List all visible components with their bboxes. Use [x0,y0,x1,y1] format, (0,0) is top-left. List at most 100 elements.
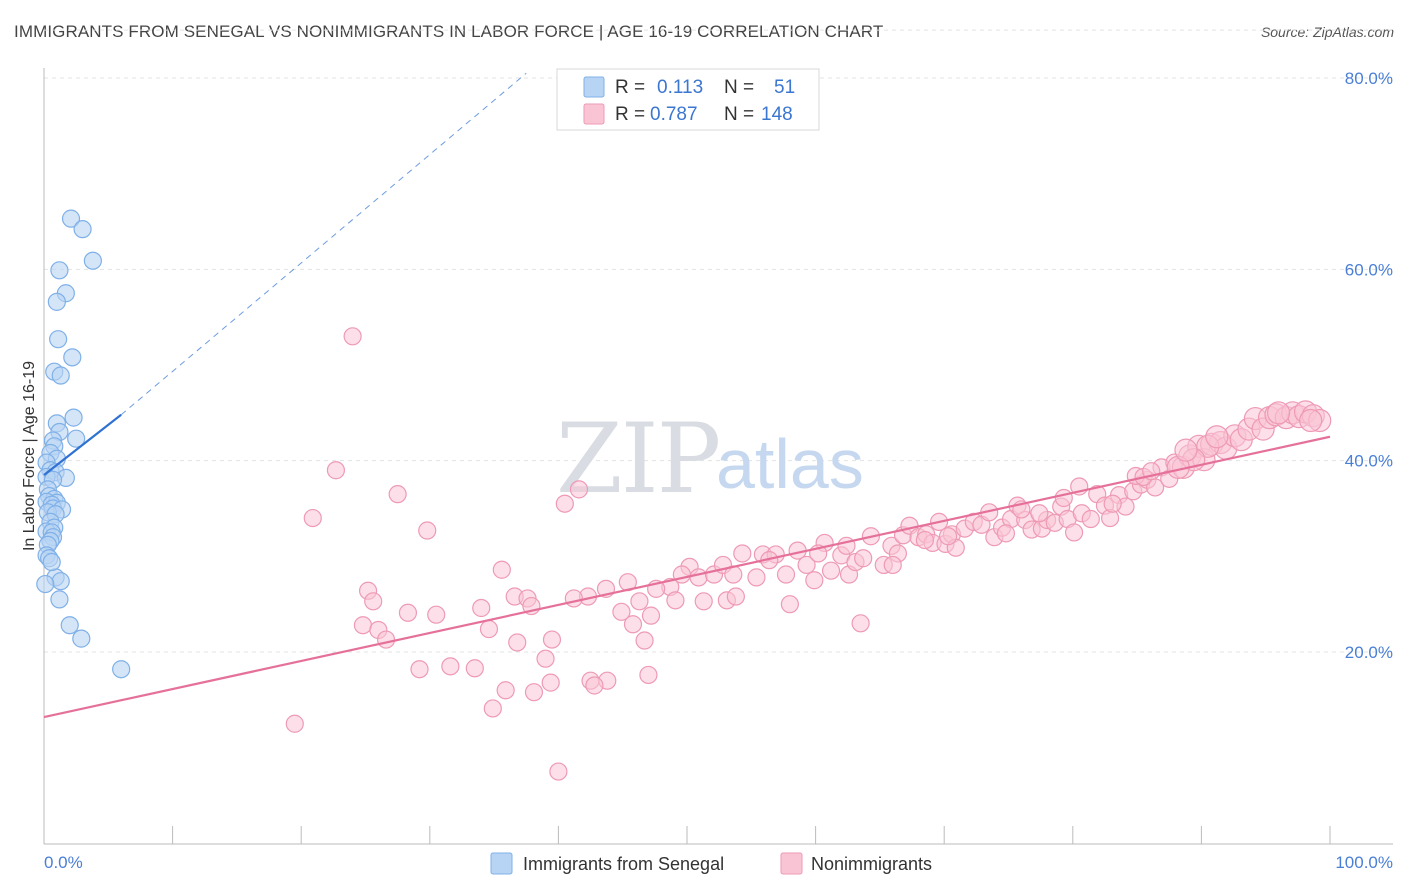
nonimmigrants-point [1103,494,1122,513]
senegal-point [51,572,70,591]
nonimmigrants-point [612,602,631,621]
nonimmigrants-point [496,681,515,700]
senegal-point [50,261,69,280]
senegal-point [83,251,102,270]
y-axis-title: In Labor Force | Age 16-19 [21,361,38,551]
nonimmigrants-points [285,327,1332,781]
senegal-point [42,552,61,572]
nonimmigrants-point [427,605,446,624]
senegal-point [112,660,131,679]
nonimmigrants-point [326,461,346,480]
nonimmigrants-point [938,527,958,546]
nonimmigrants-point [883,555,902,575]
stats-n-label-2: N = [724,104,754,125]
source-label: Source: ZipAtlas.com [1260,24,1394,40]
nonimmigrants-point [639,665,658,685]
nonimmigrants-point [410,660,429,679]
nonimmigrants-point [1081,509,1100,529]
nonimmigrants-point [630,592,649,611]
senegal-points [36,209,131,679]
y-tick-label: 20.0% [1345,643,1393,662]
y-tick-label: 80.0% [1345,69,1393,88]
stats-r-label-2: R = [615,104,645,125]
senegal-trend-line [43,413,122,476]
nonimmigrants-point [797,555,816,575]
nonimmigrants-point [542,630,562,649]
nonimmigrants-point [1174,438,1198,462]
legend-label-senegal: Immigrants from Senegal [523,854,724,874]
nonimmigrants-point [376,630,396,649]
stats-swatch-blue [583,76,605,98]
nonimmigrants-point [564,589,583,608]
legend-item-senegal[interactable]: Immigrants from Senegal [490,852,724,875]
nonimmigrants-point [780,595,799,614]
nonimmigrants-point [483,699,502,718]
nonimmigrants-point [726,587,745,606]
nonimmigrants-point [364,592,383,611]
y-tick-labels: 20.0% 40.0% 60.0% 80.0% [1345,69,1393,662]
nonimmigrants-point [524,683,544,702]
nonimmigrants-point [398,603,418,622]
legend-label-nonimmigrants: Nonimmigrants [811,854,932,874]
nonimmigrants-point [353,616,373,635]
nonimmigrants-point [1205,425,1229,449]
nonimmigrants-point [805,571,824,590]
nonimmigrants-point [418,521,437,540]
nonimmigrants-point [1266,401,1291,425]
stats-box: R = 0.113 N = 51 R = 0.787 N = 148 [556,68,820,131]
stats-n-label-1: N = [724,77,754,98]
nonimmigrants-point [555,494,574,513]
nonimmigrants-point [1064,523,1084,542]
nonimmigrants-point [672,565,691,584]
nonimmigrants-point [472,598,491,618]
senegal-point [50,590,69,609]
nonimmigrants-point [465,659,484,678]
nonimmigrants-point [285,714,304,733]
senegal-point [49,330,68,349]
y-tick-label: 40.0% [1345,452,1393,471]
nonimmigrants-point [441,657,460,676]
senegal-point [51,366,70,385]
stats-swatch-pink [583,103,605,125]
trend-lines [43,72,1331,719]
nonimmigrants-point [854,549,873,568]
senegal-point [63,348,82,367]
senegal-trend-extension [120,72,527,416]
nonimmigrants-point [1030,504,1049,523]
nonimmigrants-point [776,565,796,584]
nonimmigrants-point [821,561,841,580]
nonimmigrants-point [996,524,1016,543]
senegal-point [36,574,55,594]
nonimmigrants-point [343,327,362,346]
senegal-point [60,616,79,635]
x-tick-label-min: 0.0% [44,853,83,872]
stats-r-value-2: 0.787 [650,104,698,125]
nonimmigrants-point [915,530,935,550]
nonimmigrants-point [747,568,766,587]
nonimmigrants-trend-line [43,435,1331,719]
x-tick-label-max: 100.0% [1335,853,1393,872]
nonimmigrants-point [303,508,322,528]
nonimmigrants-point [536,649,555,668]
legend: Immigrants from Senegal Nonimmigrants [490,852,932,875]
chart-title: IMMIGRANTS FROM SENEGAL VS NONIMMIGRANTS… [14,22,884,41]
nonimmigrants-point [1299,408,1323,433]
senegal-point [64,408,83,427]
stats-n-value-2: 148 [761,104,793,125]
nonimmigrants-point [623,615,643,634]
nonimmigrants-point [492,560,511,579]
senegal-point [47,292,66,311]
legend-item-nonimmigrants[interactable]: Nonimmigrants [780,852,932,875]
nonimmigrants-point [666,591,685,610]
watermark-atlas: atlas [716,425,864,503]
y-tick-label: 60.0% [1345,260,1393,279]
stats-n-value-1: 51 [774,77,795,98]
nonimmigrants-point [585,676,604,695]
legend-swatch-nonimmigrants [780,852,803,875]
watermark: ZIP atlas [556,403,864,515]
nonimmigrants-point [694,592,713,611]
nonimmigrants-point [388,485,407,504]
legend-swatch-senegal [490,852,513,875]
stats-r-value-1: 0.113 [657,77,703,98]
